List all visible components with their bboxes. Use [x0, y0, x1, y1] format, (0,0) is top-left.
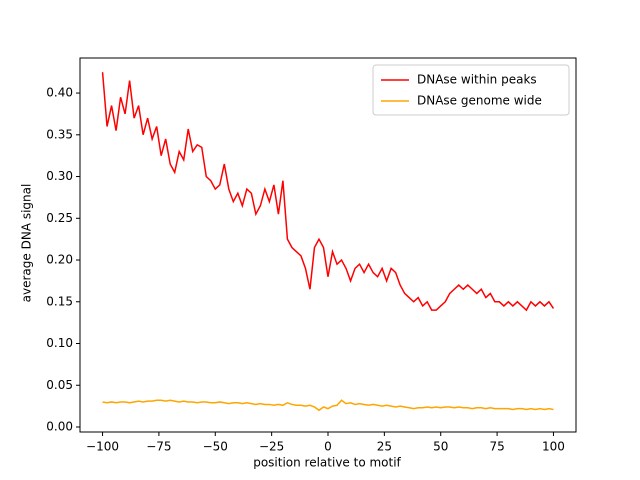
y-tick-label: 0.10 [46, 336, 73, 350]
x-tick-label: −75 [146, 440, 171, 454]
x-tick-label: 0 [324, 440, 332, 454]
y-tick-label: 0.30 [46, 169, 73, 183]
x-axis-label: position relative to motif [253, 456, 401, 470]
y-tick-label: 0.35 [46, 127, 73, 141]
line [102, 399, 554, 412]
line [101, 72, 555, 312]
y-tick-label: 0.00 [46, 419, 73, 433]
x-tick-label: −25 [259, 440, 284, 454]
y-axis-label: average DNA signal [20, 184, 34, 303]
y-tick-label: 0.20 [46, 253, 73, 267]
x-tick-label: 50 [433, 440, 448, 454]
x-tick-label: 100 [542, 440, 565, 454]
y-tick-label: 0.40 [46, 86, 73, 100]
plot-frame [79, 57, 577, 433]
legend-label: DNAse within peaks [417, 73, 537, 87]
x-tick-label: 25 [377, 440, 392, 454]
legend-label: DNAse genome wide [417, 94, 542, 108]
x-tick-label: −100 [86, 440, 119, 454]
y-tick-label: 0.15 [46, 294, 73, 308]
x-tick-label: −50 [203, 440, 228, 454]
x-tick-label: 75 [489, 440, 504, 454]
legend-box [372, 64, 570, 116]
y-tick-label: 0.05 [46, 378, 73, 392]
y-tick-label: 0.25 [46, 211, 73, 225]
